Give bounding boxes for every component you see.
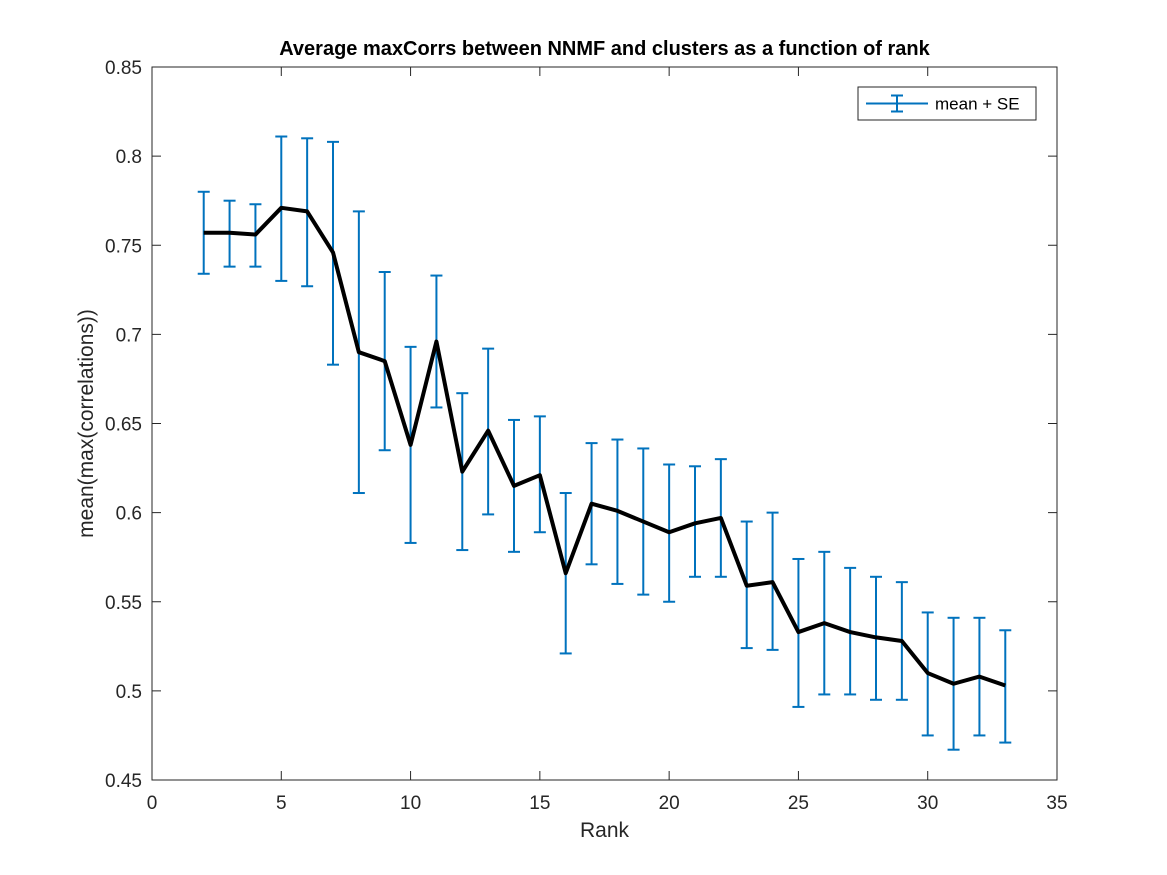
mean-line-group (203, 205, 1006, 688)
y-tick-label: 0.5 (116, 682, 142, 703)
x-tick-label: 25 (788, 793, 809, 814)
y-tick-label: 0.65 (105, 415, 142, 436)
y-tick-label: 0.6 (116, 504, 142, 525)
x-tick-label: 10 (400, 793, 421, 814)
x-tick-label: 35 (1046, 793, 1067, 814)
chart-title: Average maxCorrs between NNMF and cluste… (279, 38, 930, 60)
x-tick-label: 0 (147, 793, 158, 814)
y-tick-label: 0.45 (105, 771, 142, 792)
mean-line (203, 205, 1006, 688)
legend: mean + SE (857, 86, 1037, 121)
y-tick-label: 0.55 (105, 593, 142, 614)
x-axis-label: Rank (580, 819, 630, 842)
x-tick-label: 20 (659, 793, 680, 814)
y-tick-label: 0.8 (116, 147, 142, 168)
y-tick-label: 0.85 (105, 58, 142, 79)
axes: 0 5 10 15 20 25 30 35 0.45 0.5 0.55 0.6 0.65 0.7 0.75 0… (105, 58, 1068, 814)
y-tick-label: 0.75 (105, 236, 142, 257)
x-tick-label: 15 (529, 793, 550, 814)
y-tick-label: 0.7 (116, 325, 142, 346)
x-tick-label: 30 (917, 793, 938, 814)
y-axis-label: mean(max(correlations)) (75, 309, 98, 538)
x-tick-label: 5 (276, 793, 287, 814)
error-bar (999, 629, 1012, 744)
legend-label: mean + SE (935, 95, 1020, 114)
